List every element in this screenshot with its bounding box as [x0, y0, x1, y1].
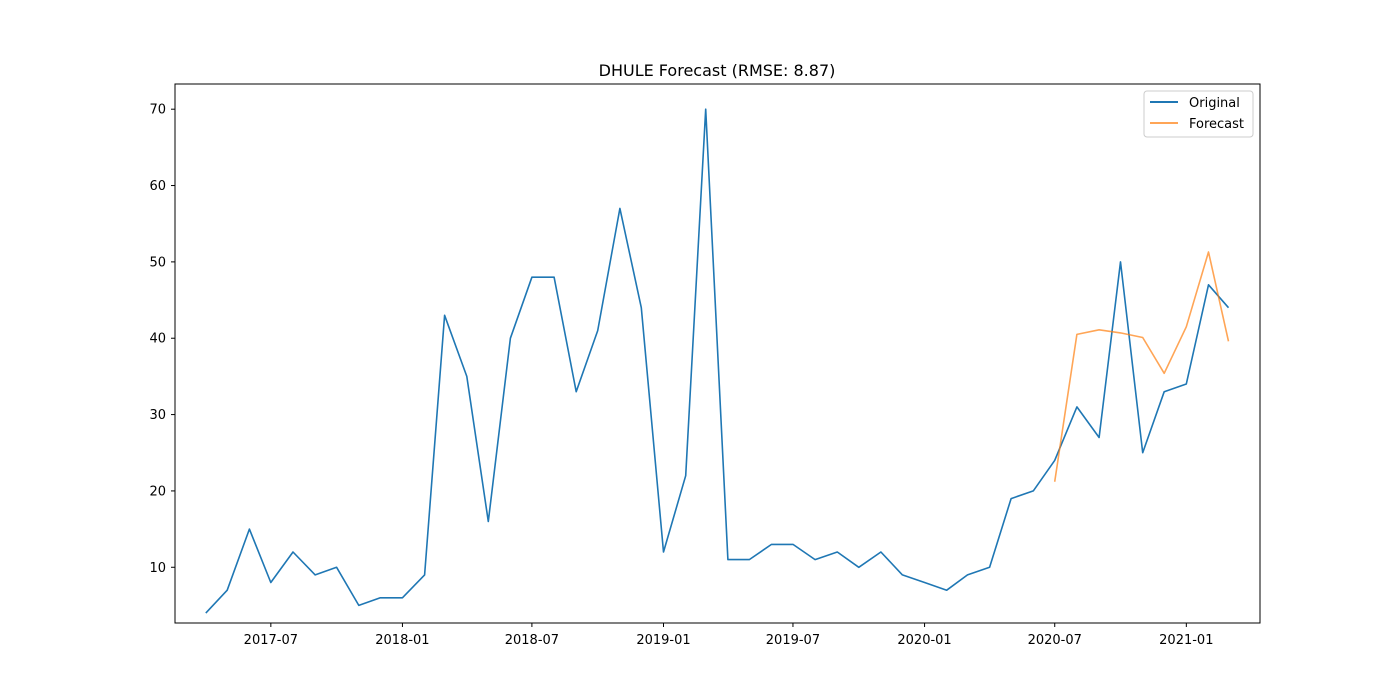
- chart-title: DHULE Forecast (RMSE: 8.87): [599, 61, 836, 80]
- plot-frame: [174, 83, 1261, 624]
- y-tick-label: 30: [149, 408, 166, 423]
- x-tick-label: 2020-01: [897, 633, 951, 648]
- x-tick-label: 2018-01: [375, 633, 429, 648]
- series-layer: [205, 108, 1230, 614]
- y-tick-label: 20: [149, 484, 166, 499]
- y-tick-label: 40: [149, 332, 166, 347]
- legend-label-forecast: Forecast: [1189, 117, 1244, 132]
- y-tick-label: 70: [149, 103, 166, 118]
- y-axis: 10 20 30 40 50 60 70: [149, 103, 175, 576]
- x-tick-label: 2019-01: [636, 633, 690, 648]
- y-tick-label: 60: [149, 179, 166, 194]
- x-tick-label: 2019-07: [766, 633, 820, 648]
- series-line-original: [205, 108, 1230, 614]
- x-axis: 2017-07 2018-01 2018-07 2019-01 2019-07 2020-…: [244, 623, 1213, 648]
- x-tick-label: 2020-07: [1028, 633, 1082, 648]
- x-tick-label: 2017-07: [244, 633, 298, 648]
- legend: Original Forecast: [1143, 90, 1254, 138]
- x-tick-label: 2018-07: [505, 633, 559, 648]
- y-tick-label: 50: [149, 255, 166, 270]
- x-tick-label: 2021-01: [1159, 633, 1213, 648]
- legend-label-original: Original: [1189, 96, 1240, 111]
- series-line-forecast: [1053, 251, 1230, 482]
- y-tick-label: 10: [149, 561, 166, 576]
